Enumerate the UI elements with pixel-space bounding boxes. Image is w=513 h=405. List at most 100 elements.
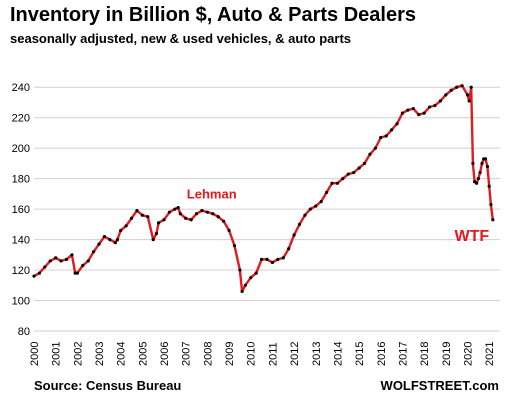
data-point [308, 207, 312, 211]
data-point [211, 212, 215, 216]
data-point [491, 218, 495, 222]
series-line [33, 84, 494, 293]
x-tick-label: 2002 [72, 342, 84, 366]
data-point [406, 108, 410, 112]
data-point [151, 237, 155, 242]
data-point [485, 164, 490, 169]
data-point [238, 268, 242, 272]
source-note: Source: Census Bureau [34, 378, 182, 393]
data-point [43, 265, 47, 269]
y-tick-label: 220 [12, 113, 30, 125]
data-point [265, 257, 269, 261]
data-point [287, 247, 291, 251]
data-point [113, 241, 117, 245]
data-point [335, 181, 340, 185]
data-point [474, 181, 479, 185]
x-tick-label: 2015 [354, 342, 366, 366]
data-point [292, 233, 296, 237]
data-point [476, 177, 480, 181]
data-point [489, 202, 493, 207]
data-point [129, 216, 134, 220]
data-point [227, 228, 231, 233]
x-tick-label: 2006 [159, 342, 171, 366]
data-point [184, 216, 188, 220]
data-point [200, 209, 204, 213]
data-point [478, 170, 482, 175]
data-point [417, 113, 421, 117]
data-point [384, 134, 388, 138]
y-tick-label: 140 [12, 235, 30, 247]
data-point [157, 221, 161, 225]
data-point [48, 259, 52, 263]
data-point [465, 93, 470, 97]
data-point [395, 122, 399, 126]
x-tick-label: 2016 [376, 342, 388, 366]
brand-label: WOLFSTREET.com [380, 378, 499, 393]
data-point [135, 209, 139, 213]
data-point [124, 224, 128, 228]
data-point [469, 85, 473, 89]
y-tick-label: 180 [12, 174, 30, 186]
x-axis-ticks: 2000 2001 2002 2003 2004 2005 2006 2007 2008 2009… [29, 342, 496, 366]
data-point [81, 263, 85, 268]
x-tick-label: 2021 [484, 342, 496, 366]
annotation-wtf: WTF [454, 228, 489, 245]
data-point [162, 218, 166, 222]
series-group [32, 84, 495, 293]
data-point [357, 166, 361, 170]
data-point [471, 161, 475, 166]
data-point [240, 289, 244, 293]
data-point [487, 184, 491, 188]
data-point [146, 215, 150, 219]
data-point [362, 161, 367, 166]
data-point [178, 212, 182, 216]
data-point [189, 218, 193, 222]
data-point [270, 260, 275, 265]
annotations: Lehman WTF [187, 186, 490, 245]
x-tick-label: 2014 [332, 342, 344, 366]
y-tick-label: 80 [18, 326, 30, 338]
data-point [64, 257, 69, 261]
data-point [422, 111, 426, 115]
data-point [444, 93, 448, 97]
data-point [97, 242, 101, 246]
data-point [390, 128, 394, 132]
data-point [243, 283, 247, 287]
chart-subtitle: seasonally adjusted, new & used vehicles… [10, 31, 352, 46]
data-point [54, 256, 58, 260]
annotation-lehman: Lehman [187, 186, 237, 201]
y-axis-ticks: 80 100 120 140 160 180 200 220 240 [12, 82, 30, 338]
data-point [373, 146, 377, 150]
grid-lines [34, 86, 500, 332]
data-point [108, 237, 112, 242]
x-tick-label: 2007 [181, 342, 193, 366]
data-point [467, 99, 471, 103]
y-tick-label: 240 [12, 82, 30, 94]
data-point [176, 205, 180, 210]
data-point [314, 204, 318, 208]
y-tick-label: 120 [12, 265, 30, 277]
data-point [194, 212, 199, 216]
data-point [352, 170, 356, 175]
x-tick-label: 2011 [267, 342, 279, 366]
data-point [460, 84, 464, 88]
x-tick-label: 2000 [29, 342, 41, 366]
data-point [222, 219, 226, 223]
x-tick-label: 2004 [116, 342, 128, 366]
data-point [115, 237, 120, 242]
data-point [433, 103, 437, 108]
data-point [455, 85, 459, 89]
data-point [167, 210, 172, 214]
data-point [411, 106, 415, 111]
data-point [325, 190, 329, 194]
y-tick-label: 200 [12, 143, 30, 155]
data-point [449, 88, 453, 92]
data-point [297, 222, 302, 226]
x-tick-label: 2008 [202, 342, 214, 366]
x-tick-label: 2017 [397, 342, 409, 366]
data-point [249, 276, 253, 280]
x-tick-label: 2020 [462, 342, 474, 366]
data-point [319, 199, 323, 204]
data-point [86, 259, 90, 263]
